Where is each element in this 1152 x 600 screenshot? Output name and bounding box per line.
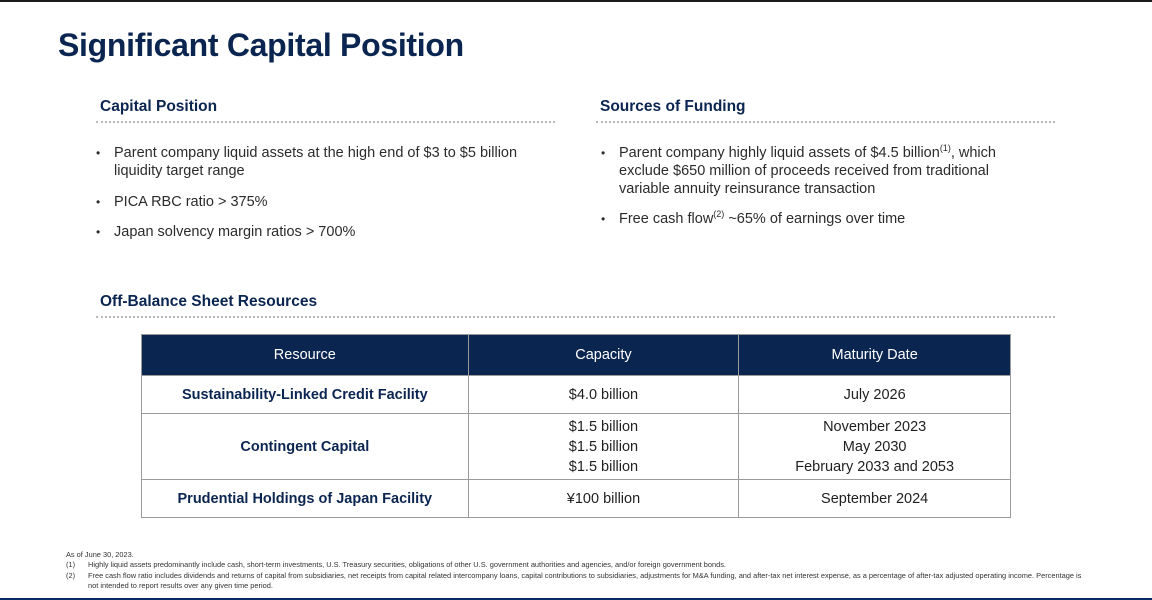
sources-of-funding-divider bbox=[596, 121, 1055, 123]
table-row: Prudential Holdings of Japan Facility ¥1… bbox=[141, 479, 1011, 518]
column-header-capacity: Capacity bbox=[467, 334, 740, 376]
capital-position-list: • Parent company liquid assets at the hig… bbox=[96, 144, 566, 241]
capacity-cell: $1.5 billion $1.5 billion $1.5 billion bbox=[467, 413, 740, 480]
column-header-resource: Resource bbox=[141, 334, 469, 376]
sources-of-funding-heading: Sources of Funding bbox=[600, 98, 746, 115]
maturity-cell: July 2026 bbox=[738, 375, 1011, 414]
resources-table: Resource Capacity Maturity Date Sustaina… bbox=[141, 334, 1011, 518]
list-item: • Parent company liquid assets at the hig… bbox=[96, 145, 518, 179]
list-item: • Free cash flow(2) ~65% of earnings over… bbox=[601, 209, 906, 227]
capital-position-divider bbox=[96, 121, 555, 123]
column-header-maturity: Maturity Date bbox=[738, 334, 1011, 376]
footnote-2: (2) Free cash flow ratio includes divide… bbox=[66, 570, 1082, 591]
maturity-cell: November 2023 May 2030 February 2033 and… bbox=[738, 413, 1011, 480]
footnotes: As of June 30, 2023. (1) Highly liquid a… bbox=[66, 550, 1086, 592]
capital-position-heading: Capital Position bbox=[100, 98, 218, 115]
maturity-line: February 2033 and 2053 bbox=[795, 458, 955, 475]
table-header-row: Resource Capacity Maturity Date bbox=[141, 334, 1011, 376]
capacity-line: $1.5 billion bbox=[568, 458, 639, 475]
capacity-line: $1.5 billion bbox=[568, 438, 639, 455]
capacity-cell: $4.0 billion bbox=[467, 375, 740, 414]
resource-cell: Sustainability-Linked Credit Facility bbox=[141, 375, 469, 414]
table-row: Sustainability-Linked Credit Facility $4… bbox=[141, 375, 1011, 414]
resource-cell: Prudential Holdings of Japan Facility bbox=[141, 479, 469, 518]
footnote-1: (1) Highly liquid assets predominantly i… bbox=[66, 560, 726, 570]
resource-cell: Contingent Capital bbox=[141, 413, 469, 480]
list-item: • Parent company highly liquid assets of … bbox=[601, 143, 996, 197]
page-title: Significant Capital Position bbox=[58, 27, 464, 63]
off-balance-divider bbox=[96, 316, 1055, 318]
list-item: • Japan solvency margin ratios > 700% bbox=[96, 224, 356, 240]
capacity-cell: ¥100 billion bbox=[467, 479, 740, 518]
list-item: • PICA RBC ratio > 375% bbox=[96, 194, 268, 210]
maturity-cell: September 2024 bbox=[738, 479, 1011, 518]
table-row: Contingent Capital $1.5 billion $1.5 bil… bbox=[141, 413, 1011, 480]
bottom-border bbox=[0, 598, 1152, 600]
sources-of-funding-list: • Parent company highly liquid assets of … bbox=[601, 144, 1041, 228]
capacity-line: $1.5 billion bbox=[568, 418, 639, 435]
maturity-line: May 2030 bbox=[842, 438, 907, 455]
top-border bbox=[0, 0, 1152, 2]
as-of-note: As of June 30, 2023. bbox=[66, 550, 134, 559]
off-balance-heading: Off-Balance Sheet Resources bbox=[100, 293, 318, 310]
maturity-line: November 2023 bbox=[823, 418, 927, 435]
